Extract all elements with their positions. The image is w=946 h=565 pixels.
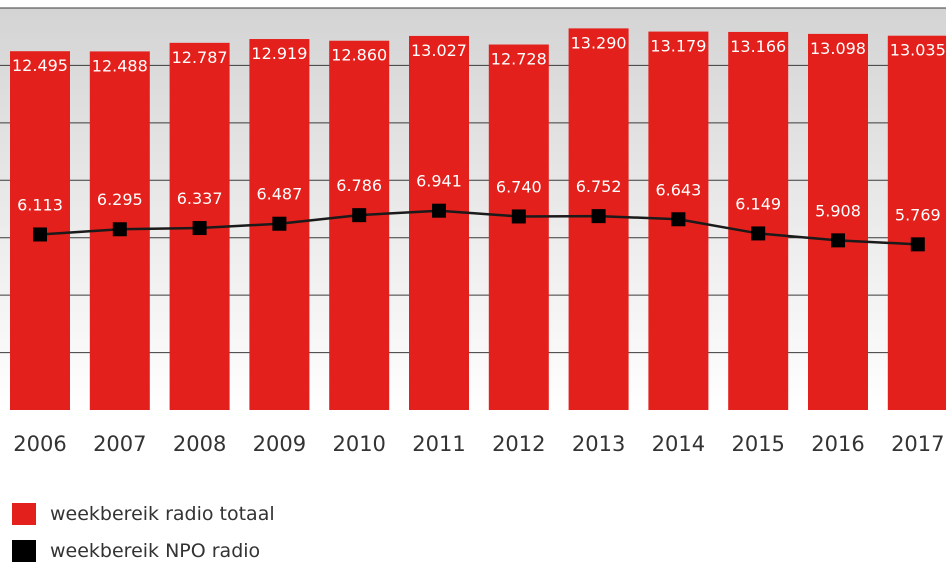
bar-value-label: 12.488 [92, 56, 148, 75]
bar-value-label: 12.860 [331, 46, 387, 65]
line-marker [192, 221, 207, 236]
bar-value-label: 12.787 [172, 48, 228, 67]
line-value-label: 5.908 [815, 201, 861, 220]
chart-svg: 12.495 12.488 12.787 12.919 12.860 13.027 12.7… [0, 7, 946, 456]
line-series-npo [39, 209, 918, 246]
x-tick-label: 2009 [253, 432, 306, 456]
bar [488, 44, 549, 411]
line-marker [352, 208, 367, 223]
line-marker [272, 216, 287, 231]
line-value-label: 6.643 [655, 180, 701, 199]
bar [728, 31, 789, 410]
line-value-label: 6.752 [576, 177, 622, 196]
bar [887, 35, 946, 410]
legend-swatch-total [12, 503, 36, 525]
line-marker [591, 209, 606, 224]
bar-value-label: 12.728 [491, 50, 547, 69]
bar-value-label: 13.035 [890, 41, 946, 60]
x-tick-label: 2014 [652, 432, 705, 456]
bar [329, 40, 390, 411]
x-tick-label: 2008 [173, 432, 226, 456]
bar-value-label: 13.098 [810, 39, 866, 58]
bar-value-label: 13.290 [571, 33, 627, 52]
bar-value-label: 12.919 [251, 44, 307, 63]
x-tick-label: 2011 [412, 432, 465, 456]
line-marker [33, 227, 47, 242]
plot-background [0, 8, 946, 410]
bar [808, 33, 868, 411]
line-marker [511, 209, 526, 224]
legend-item-total: weekbereik radio totaal [12, 503, 275, 525]
x-tick-label: 2013 [572, 432, 625, 456]
legend-swatch-npo [12, 540, 36, 562]
line-marker [751, 226, 766, 241]
line-value-label: 6.740 [496, 177, 542, 196]
bar-value-label: 13.166 [730, 37, 786, 56]
legend-label-total: weekbereik radio totaal [50, 503, 275, 525]
line-marker [910, 237, 925, 252]
x-tick-label: 2007 [93, 432, 146, 456]
line-value-label: 6.487 [256, 185, 302, 204]
bar-value-label: 13.027 [411, 41, 467, 60]
x-tick-label: 2016 [811, 432, 864, 456]
x-tick-label: 2017 [891, 432, 944, 456]
line-marker [831, 233, 845, 248]
x-tick-label: 2015 [731, 432, 784, 456]
line-value-label: 6.786 [336, 176, 382, 195]
line-marker [671, 212, 686, 227]
x-tick-label: 2010 [332, 432, 385, 456]
legend-label-npo: weekbereik NPO radio [50, 540, 261, 562]
line-value-label: 6.113 [17, 195, 63, 214]
x-tick-label: 2006 [13, 432, 66, 456]
bar [409, 35, 469, 411]
line-value-label: 6.149 [735, 194, 781, 213]
line-marker [432, 203, 446, 218]
line-value-label: 6.337 [177, 189, 223, 208]
line-value-label: 6.941 [416, 172, 462, 191]
line-value-label: 6.295 [97, 190, 143, 209]
legend-item-npo: weekbereik NPO radio [12, 540, 260, 562]
line-marker [112, 222, 127, 237]
x-tick-label: 2012 [492, 432, 545, 456]
bar-value-label: 12.495 [12, 56, 68, 75]
line-value-label: 5.769 [895, 205, 941, 224]
bar-value-label: 13.179 [650, 37, 706, 56]
